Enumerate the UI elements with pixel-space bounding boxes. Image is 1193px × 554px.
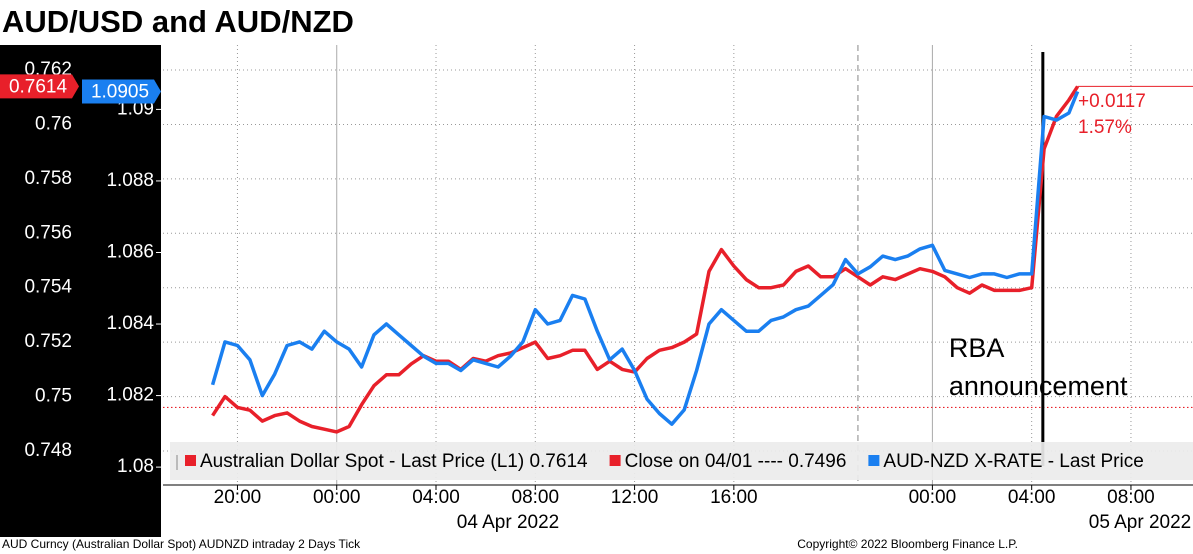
y2-tick-label: 1.08 <box>117 456 154 477</box>
legend: Australian Dollar Spot - Last Price (L1)… <box>176 451 1144 472</box>
y2-tick-label: 1.09 <box>117 98 154 119</box>
value-badge-label: 1.0905 <box>91 82 149 103</box>
date-label: 04 Apr 2022 <box>457 512 559 533</box>
x-tick-label: 16:00 <box>710 487 758 508</box>
data-line <box>211 85 1080 434</box>
x-tick-label: 20:00 <box>214 487 262 508</box>
date-label: 05 Apr 2022 <box>1089 512 1191 533</box>
x-tick-label: 08:00 <box>1107 487 1155 508</box>
y-tick-label: 0.76 <box>35 113 72 134</box>
y-tick-label: 0.758 <box>24 168 72 189</box>
legend-label: AUD-NZD X-RATE - Last Price <box>883 451 1143 472</box>
y-tick-label: 0.754 <box>24 277 72 298</box>
axis-panel <box>0 45 161 537</box>
footer-right: Copyright© 2022 Bloomberg Finance L.P. <box>797 537 1018 551</box>
x-tick-label: 00:00 <box>313 487 361 508</box>
value-badge <box>0 74 79 99</box>
x-tick-label: 08:00 <box>512 487 560 508</box>
y2-tick-label: 1.088 <box>106 170 154 191</box>
y-tick-label: 0.756 <box>24 222 72 243</box>
legend-swatch <box>868 455 880 466</box>
y2-tick-label: 1.084 <box>106 313 154 334</box>
change-label: 1.57% <box>1078 117 1132 138</box>
data-line <box>210 90 1080 426</box>
chart-title: AUD/USD and AUD/NZD <box>2 4 354 39</box>
legend-swatch <box>185 455 196 466</box>
legend-label: Australian Dollar Spot - Last Price (L1)… <box>200 451 588 472</box>
y2-tick-label: 1.086 <box>106 241 154 262</box>
value-badge <box>82 79 161 104</box>
y2-tick-label: 1.082 <box>106 385 154 406</box>
footer-left: AUD Curncy (Australian Dollar Spot) AUDN… <box>2 537 361 551</box>
y-tick-label: 0.752 <box>24 331 72 352</box>
x-tick-label: 04:00 <box>412 487 460 508</box>
plot-area <box>163 45 1193 485</box>
legend-swatch <box>609 455 621 466</box>
event-label: RBA <box>949 333 1005 363</box>
value-badge-label: 0.7614 <box>9 76 68 97</box>
x-tick-label: 00:00 <box>909 487 957 508</box>
y-tick-label: 0.748 <box>24 440 72 461</box>
legend-box <box>170 442 1193 480</box>
change-label: +0.0117 <box>1078 91 1146 112</box>
event-label: announcement <box>949 371 1128 401</box>
x-tick-label: 04:00 <box>1008 487 1056 508</box>
y-tick-label: 0.75 <box>35 386 72 407</box>
legend-label: Close on 04/01 ---- 0.7496 <box>625 451 847 472</box>
x-tick-label: 12:00 <box>611 487 659 508</box>
